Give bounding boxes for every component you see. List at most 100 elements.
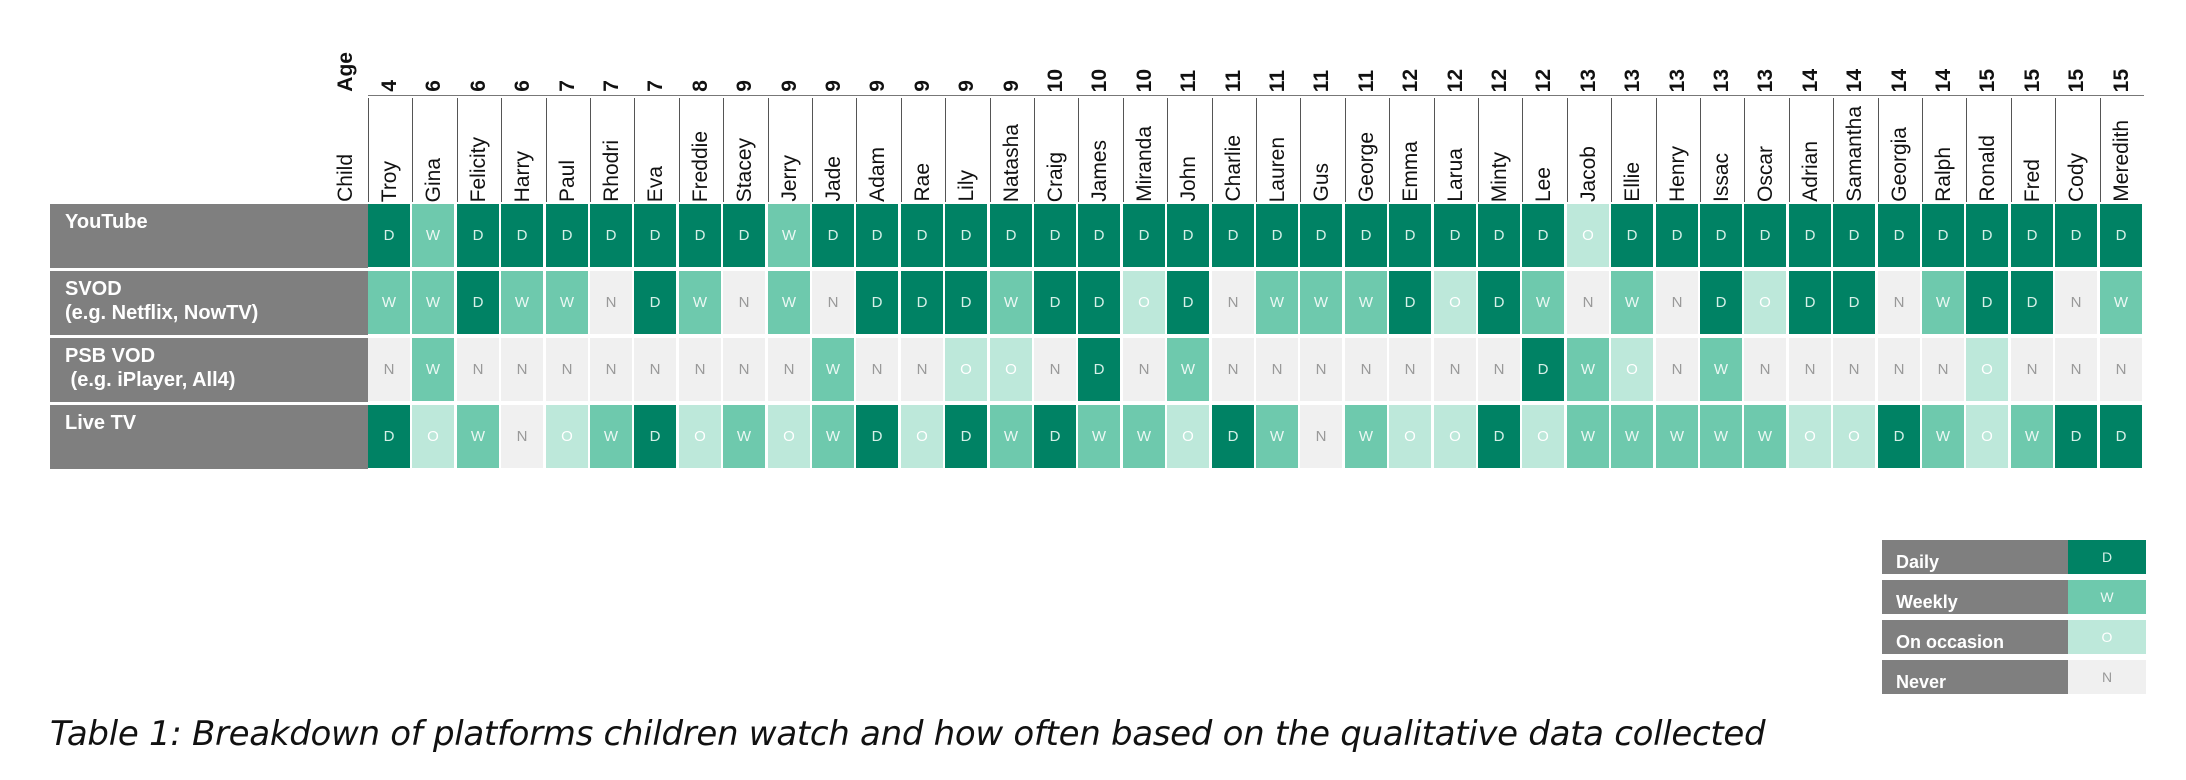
child-name: Oscar [1744,95,1788,202]
column-separator [1300,98,1301,202]
child-name-text: Jade [822,156,845,202]
frequency-cell: D [368,405,412,471]
age-value: 10 [1123,40,1167,92]
column-separator [1256,98,1257,202]
frequency-cell: W [1611,271,1655,337]
frequency-cell: N [546,338,590,404]
frequency-cell: D [1078,204,1122,270]
frequency-cell: N [1922,338,1966,404]
age-text: 11 [1222,69,1245,92]
column-separator [1922,98,1923,202]
frequency-cell: D [1389,204,1433,270]
child-name-text: Eva [644,165,667,202]
child-name: Natasha [990,95,1034,202]
child-name: Stacey [723,95,767,202]
frequency-cell: W [1611,405,1655,471]
child-header-label: Child [334,154,357,202]
age-value: 12 [1434,40,1478,92]
child-name: Freddie [679,95,723,202]
age-value: 12 [1478,40,1522,92]
child-name: Ronald [1966,95,2010,202]
child-name-text: Emma [1399,141,1422,202]
frequency-cell: D [1167,204,1211,270]
column-separator [1478,98,1479,202]
frequency-cell: D [1256,204,1300,270]
platform-examples: (e.g. Netflix, NowTV) [65,302,259,324]
frequency-cell: D [1345,204,1389,270]
frequency-cell: D [1522,204,1566,270]
child-name: Lee [1522,95,1566,202]
child-name: Charlie [1212,95,1256,202]
frequency-cell: D [1167,271,1211,337]
column-separator [412,98,413,202]
child-name-text: Adrian [1799,141,1822,202]
frequency-cell: W [1167,338,1211,404]
child-name-text: Ellie [1621,162,1644,202]
legend-swatch: O [2068,620,2146,657]
column-separator [1700,98,1701,202]
age-text: 14 [1799,68,1822,92]
age-text: 6 [422,80,445,92]
frequency-cell: D [1034,405,1078,471]
age-text: 4 [378,80,401,92]
child-name-text: Charlie [1222,135,1245,202]
age-value: 6 [457,40,501,92]
age-value: 9 [990,40,1034,92]
frequency-cell: D [2100,405,2144,471]
table-caption: Table 1: Breakdown of platforms children… [50,714,1766,754]
frequency-cell: W [768,204,812,270]
frequency-cell: D [1878,204,1922,270]
child-name-text: Miranda [1133,126,1156,202]
age-value: 7 [590,40,634,92]
platform-label: SVOD (e.g. Netflix, NowTV) [50,271,368,338]
platform-name: SVOD [65,278,122,300]
age-header-label: Age [334,52,357,92]
frequency-cell: N [1300,405,1344,471]
frequency-cell: D [2011,271,2055,337]
column-separator [723,98,724,202]
age-text: 15 [2110,68,2133,92]
legend-swatch: N [2068,660,2146,697]
child-name: Issac [1700,95,1744,202]
frequency-cell: N [723,338,767,404]
child-name-text: Rhodri [600,140,623,202]
frequency-cell: N [457,338,501,404]
frequency-cell: W [768,271,812,337]
frequency-cell: N [1567,271,1611,337]
frequency-cell: W [1567,405,1611,471]
frequency-cell: D [1700,271,1744,337]
frequency-cell: W [990,405,1034,471]
age-value: 14 [1833,40,1877,92]
child-name-text: Meredith [2110,120,2133,202]
frequency-cell: N [590,338,634,404]
child-name-text: Gus [1310,163,1333,202]
platform-label: PSB VOD (e.g. iPlayer, All4) [50,338,368,405]
age-value: 15 [1966,40,2010,92]
column-separator [1034,98,1035,202]
child-name-text: Larua [1444,148,1467,202]
age-value: 9 [945,40,989,92]
frequency-cell: N [1212,338,1256,404]
frequency-cell: N [856,338,900,404]
frequency-cell: W [1345,271,1389,337]
age-value: 9 [812,40,856,92]
frequency-cell: O [945,338,989,404]
frequency-cell: W [457,405,501,471]
child-name: Jerry [768,95,812,202]
frequency-cell: D [901,271,945,337]
age-text: 11 [1310,69,1333,92]
frequency-cell: D [1212,405,1256,471]
age-value: 14 [1922,40,1966,92]
age-value: 11 [1167,40,1211,92]
frequency-cell: W [679,271,723,337]
frequency-cell: N [1034,338,1078,404]
child-name: Samantha [1833,95,1877,202]
frequency-cell: D [1522,338,1566,404]
frequency-cell: D [1611,204,1655,270]
child-name: Ellie [1611,95,1655,202]
frequency-cell: N [812,271,856,337]
frequency-cell: D [457,204,501,270]
age-value: 7 [546,40,590,92]
child-name: Felicity [457,95,501,202]
child-name-text: Felicity [467,136,490,202]
